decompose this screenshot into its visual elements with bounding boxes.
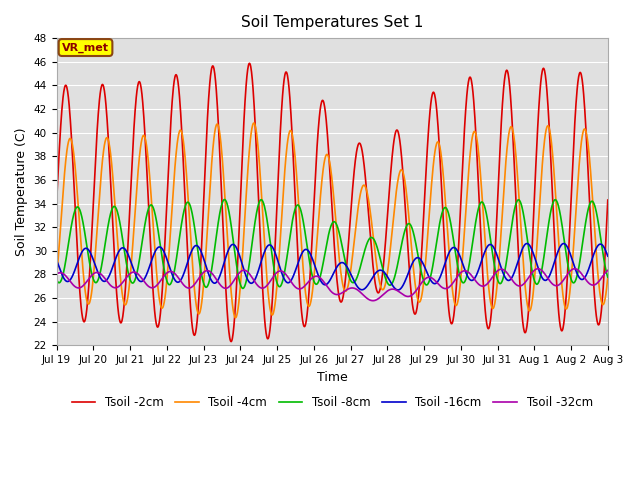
Tsoil -16cm bbox=[418, 259, 426, 264]
Tsoil -16cm bbox=[237, 257, 244, 263]
Tsoil -2cm bbox=[539, 66, 547, 72]
Tsoil -4cm bbox=[232, 315, 239, 321]
Tsoil -16cm bbox=[490, 245, 498, 251]
Tsoil -2cm bbox=[419, 237, 426, 242]
Tsoil -2cm bbox=[227, 339, 235, 345]
Tsoil -16cm bbox=[539, 276, 547, 282]
Tsoil -16cm bbox=[162, 253, 170, 259]
Tsoil -8cm bbox=[162, 274, 170, 280]
Tsoil -32cm bbox=[52, 271, 60, 277]
Tsoil -4cm bbox=[419, 289, 426, 295]
Tsoil -32cm bbox=[162, 271, 170, 277]
Tsoil -8cm bbox=[490, 263, 498, 268]
Y-axis label: Soil Temperature (C): Soil Temperature (C) bbox=[15, 128, 28, 256]
Tsoil -32cm bbox=[534, 266, 542, 272]
Tsoil -8cm bbox=[221, 197, 228, 203]
Line: Tsoil -32cm: Tsoil -32cm bbox=[56, 269, 608, 300]
Tsoil -8cm bbox=[604, 274, 612, 280]
Tsoil -4cm bbox=[162, 288, 170, 294]
Text: VR_met: VR_met bbox=[62, 42, 109, 53]
Tsoil -32cm bbox=[175, 276, 183, 282]
X-axis label: Time: Time bbox=[317, 371, 348, 384]
Line: Tsoil -8cm: Tsoil -8cm bbox=[56, 200, 608, 288]
Line: Tsoil -2cm: Tsoil -2cm bbox=[56, 63, 608, 342]
Tsoil -2cm bbox=[52, 201, 60, 206]
Tsoil -8cm bbox=[239, 286, 246, 291]
Tsoil -2cm bbox=[604, 197, 612, 203]
Tsoil -8cm bbox=[419, 274, 426, 279]
Tsoil -2cm bbox=[237, 178, 245, 184]
Tsoil -4cm bbox=[604, 274, 612, 280]
Tsoil -2cm bbox=[246, 60, 253, 66]
Title: Soil Temperatures Set 1: Soil Temperatures Set 1 bbox=[241, 15, 423, 30]
Tsoil -4cm bbox=[490, 302, 498, 308]
Tsoil -32cm bbox=[490, 272, 498, 278]
Tsoil -8cm bbox=[237, 284, 245, 289]
Tsoil -4cm bbox=[539, 153, 547, 158]
Line: Tsoil -16cm: Tsoil -16cm bbox=[56, 243, 608, 290]
Tsoil -16cm bbox=[52, 257, 60, 263]
Tsoil -32cm bbox=[369, 298, 377, 303]
Tsoil -16cm bbox=[175, 279, 183, 285]
Tsoil -4cm bbox=[175, 130, 183, 135]
Tsoil -32cm bbox=[237, 269, 244, 275]
Tsoil -4cm bbox=[237, 273, 245, 278]
Tsoil -16cm bbox=[523, 240, 531, 246]
Tsoil -8cm bbox=[175, 237, 183, 243]
Tsoil -16cm bbox=[604, 253, 612, 259]
Tsoil -2cm bbox=[162, 223, 170, 228]
Tsoil -32cm bbox=[418, 279, 426, 285]
Tsoil -2cm bbox=[490, 264, 498, 270]
Tsoil -32cm bbox=[539, 269, 547, 275]
Tsoil -2cm bbox=[175, 89, 183, 95]
Tsoil -8cm bbox=[539, 260, 547, 265]
Line: Tsoil -4cm: Tsoil -4cm bbox=[56, 123, 608, 318]
Tsoil -32cm bbox=[604, 267, 612, 273]
Tsoil -4cm bbox=[250, 120, 258, 126]
Tsoil -16cm bbox=[394, 287, 402, 293]
Tsoil -4cm bbox=[52, 275, 60, 281]
Tsoil -8cm bbox=[52, 276, 60, 282]
Legend: Tsoil -2cm, Tsoil -4cm, Tsoil -8cm, Tsoil -16cm, Tsoil -32cm: Tsoil -2cm, Tsoil -4cm, Tsoil -8cm, Tsoi… bbox=[67, 391, 597, 414]
